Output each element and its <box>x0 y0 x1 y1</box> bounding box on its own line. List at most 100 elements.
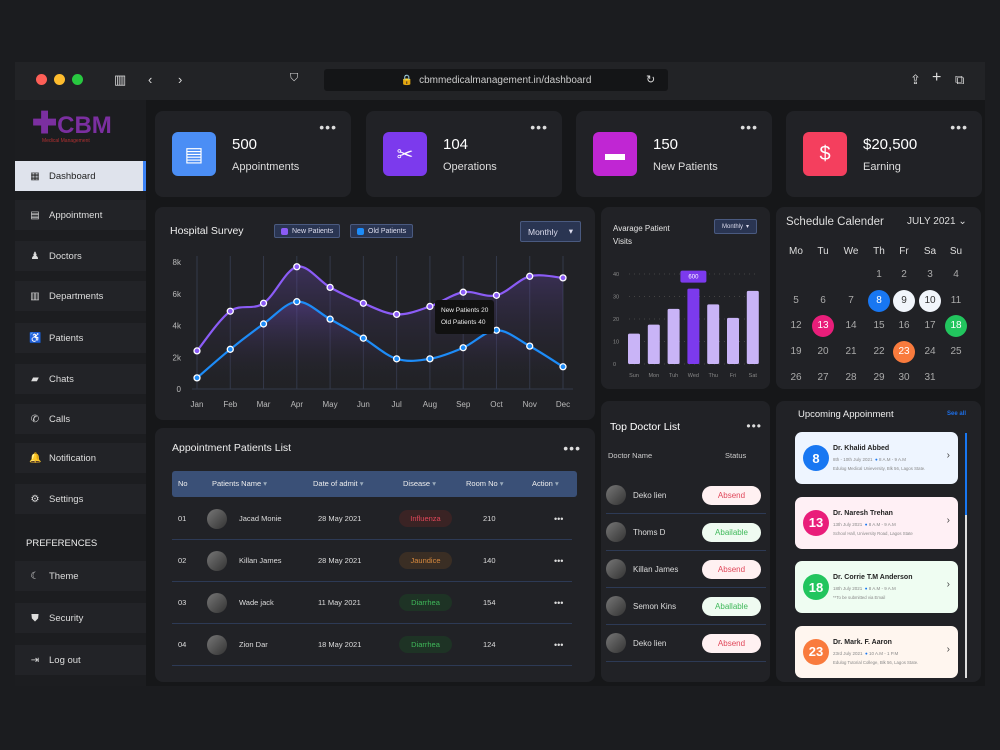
doctor-row[interactable]: Thoms D Abailable <box>606 514 766 551</box>
calendar-day[interactable]: 13 <box>812 315 834 338</box>
visits-period-select[interactable]: Monthly ▾ <box>714 219 757 234</box>
doctor-row[interactable]: Killan James Absend <box>606 551 766 588</box>
row-actions-icon[interactable]: ••• <box>554 555 564 566</box>
appointment-card[interactable]: 13 Dr. Naresh Trehan 13th July 2021 ● 8 A.… <box>795 496 958 549</box>
see-all-link[interactable]: See all <box>947 411 967 417</box>
calendar-day[interactable]: 26 <box>790 371 802 383</box>
calendar-day[interactable]: 10 <box>919 289 941 312</box>
sidebar-item-departments[interactable]: ▥ Departments <box>15 281 146 311</box>
reload-icon[interactable]: ↻ <box>646 74 656 86</box>
calendar-day[interactable]: 30 <box>898 371 910 383</box>
doctor-row[interactable]: Deko lien Absend <box>606 477 766 514</box>
more-icon[interactable]: ••• <box>950 119 968 135</box>
more-icon[interactable]: ••• <box>740 119 758 135</box>
sidebar-item-notification[interactable]: 🔔 Notification <box>15 443 146 473</box>
scrollbar-track[interactable] <box>965 433 967 678</box>
more-icon[interactable]: ••• <box>530 119 548 135</box>
calendar-day[interactable]: 28 <box>845 371 857 383</box>
calendar-day[interactable]: 27 <box>817 371 829 383</box>
more-icon[interactable]: ••• <box>746 419 762 433</box>
calendar-day[interactable]: 17 <box>924 320 936 332</box>
calendar-day[interactable]: 3 <box>927 269 933 280</box>
calendar-day[interactable]: 24 <box>924 346 936 358</box>
stat-card-operations[interactable]: ✂ 104 Operations ••• <box>366 111 562 197</box>
share-icon[interactable]: ⇪ <box>910 72 921 87</box>
sidebar-item-appointment[interactable]: ▤ Appointment <box>15 200 146 230</box>
column-header[interactable]: Disease ▾ <box>403 479 436 488</box>
appointment-card[interactable]: 18 Dr. Corrie T.M Anderson 18th July 2021 … <box>795 561 958 613</box>
sidebar-item-calls[interactable]: ✆ Calls <box>15 404 146 434</box>
calendar-day[interactable]: 11 <box>950 294 962 306</box>
calendar-day[interactable]: 15 <box>873 320 885 332</box>
calendar-day[interactable]: 20 <box>817 346 829 358</box>
calendar-day[interactable]: 22 <box>873 346 885 358</box>
sidebar-item-security[interactable]: ⛊ Security <box>15 603 146 633</box>
calendar-day[interactable]: 19 <box>790 346 802 358</box>
doctor-row[interactable]: Semon Kins Aballable <box>606 588 766 625</box>
stat-card-earning[interactable]: $ $20,500 Earning ••• <box>786 111 982 197</box>
calendar-day[interactable]: 8 <box>868 289 890 312</box>
calendar-day[interactable]: 16 <box>898 320 910 332</box>
calendar-day[interactable]: 9 <box>893 289 915 312</box>
calendar-day[interactable]: 5 <box>793 294 799 306</box>
calendar-day[interactable]: 21 <box>845 346 857 358</box>
sidebar-item-dashboard[interactable]: ▦ Dashboard <box>15 161 146 191</box>
calendar-day[interactable]: 2 <box>901 269 907 280</box>
calendar-day[interactable]: 29 <box>873 371 885 383</box>
calendar-day[interactable]: 18 <box>945 315 967 338</box>
address-bar[interactable]: 🔒 cbmmedicalmanagement.in/dashboard <box>324 69 668 91</box>
sidebar-item-doctors[interactable]: ♟ Doctors <box>15 241 146 271</box>
doctor-row[interactable]: Deko lien Absend <box>606 625 766 662</box>
close-window-button[interactable] <box>36 74 47 85</box>
appointment-card[interactable]: 23 Dr. Mark. F. Aaron 23rd July 2021 ● 10 … <box>795 625 958 678</box>
table-row[interactable]: 01 Jacad Monie 28 May 2021 Influenza 210… <box>172 498 572 540</box>
chevron-right-icon[interactable]: › <box>946 514 950 526</box>
tabs-icon[interactable]: ⧉ <box>955 72 965 87</box>
more-icon[interactable]: ••• <box>563 440 581 456</box>
table-row[interactable]: 02 Killan James 28 May 2021 Jaundice 140… <box>172 540 572 582</box>
sidebar-item-patients[interactable]: ♿ Patients <box>15 323 146 353</box>
sidebar-item-log-out[interactable]: ⇥ Log out <box>15 645 146 675</box>
survey-period-select[interactable]: Monthly ▾ <box>520 221 581 242</box>
table-row[interactable]: 04 Zion Dar 18 May 2021 Diarrhea 124 ••• <box>172 624 572 666</box>
chevron-right-icon[interactable]: › <box>946 579 950 590</box>
calendar-day[interactable]: 1 <box>876 269 882 280</box>
calendar-day[interactable]: 31 <box>924 371 936 383</box>
sidebar-item-settings[interactable]: ⚙ Settings <box>15 484 146 514</box>
shield-icon[interactable]: ⛉ <box>290 72 299 84</box>
calendar-day[interactable]: 12 <box>790 320 802 332</box>
sidebar-toggle-icon[interactable]: ▥ <box>114 72 127 87</box>
table-row[interactable]: 03 Wade jack 11 May 2021 Diarrhea 154 ••… <box>172 582 572 624</box>
calendar-day[interactable]: 14 <box>845 320 857 332</box>
legend-new-patients[interactable]: New Patients <box>274 224 341 238</box>
calendar-day[interactable]: 25 <box>950 346 962 358</box>
calendar-day[interactable]: 7 <box>848 294 854 306</box>
column-header[interactable]: Room No ▾ <box>466 479 504 488</box>
calendar-day[interactable]: 4 <box>953 269 959 280</box>
row-actions-icon[interactable]: ••• <box>554 639 564 650</box>
row-actions-icon[interactable]: ••• <box>554 513 564 524</box>
legend-old-patients[interactable]: Old Patients <box>350 224 414 238</box>
stat-card-appointments[interactable]: ▤ 500 Appointments ••• <box>155 111 351 197</box>
row-actions-icon[interactable]: ••• <box>554 597 564 608</box>
scrollbar-thumb[interactable] <box>965 433 967 515</box>
column-header[interactable]: No <box>178 479 188 488</box>
calendar-day[interactable]: 23 <box>893 341 915 364</box>
sidebar-item-theme[interactable]: ☾ Theme <box>15 561 146 591</box>
chevron-right-icon[interactable]: › <box>946 643 950 655</box>
column-header[interactable]: Patients Name ▾ <box>212 479 268 488</box>
back-icon[interactable]: ‹ <box>148 72 153 87</box>
stat-card-new-patients[interactable]: ▬ 150 New Patients ••• <box>576 111 772 197</box>
calendar-day[interactable]: 6 <box>820 294 826 306</box>
sidebar-item-chats[interactable]: ▰ Chats <box>15 364 146 394</box>
month-selector[interactable]: JULY 2021 ⌄ <box>907 216 967 227</box>
maximize-window-button[interactable] <box>72 74 83 85</box>
minimize-window-button[interactable] <box>54 74 65 85</box>
forward-icon[interactable]: › <box>178 72 183 87</box>
more-icon[interactable]: ••• <box>319 119 337 135</box>
new-tab-icon[interactable]: + <box>932 69 942 86</box>
column-header[interactable]: Action ▾ <box>532 479 559 488</box>
appointment-card[interactable]: 8 Dr. Khalid Abbed 8th - 10th July 2021 ● … <box>795 432 958 484</box>
column-header[interactable]: Date of admit ▾ <box>313 479 364 488</box>
chevron-right-icon[interactable]: › <box>946 450 950 461</box>
